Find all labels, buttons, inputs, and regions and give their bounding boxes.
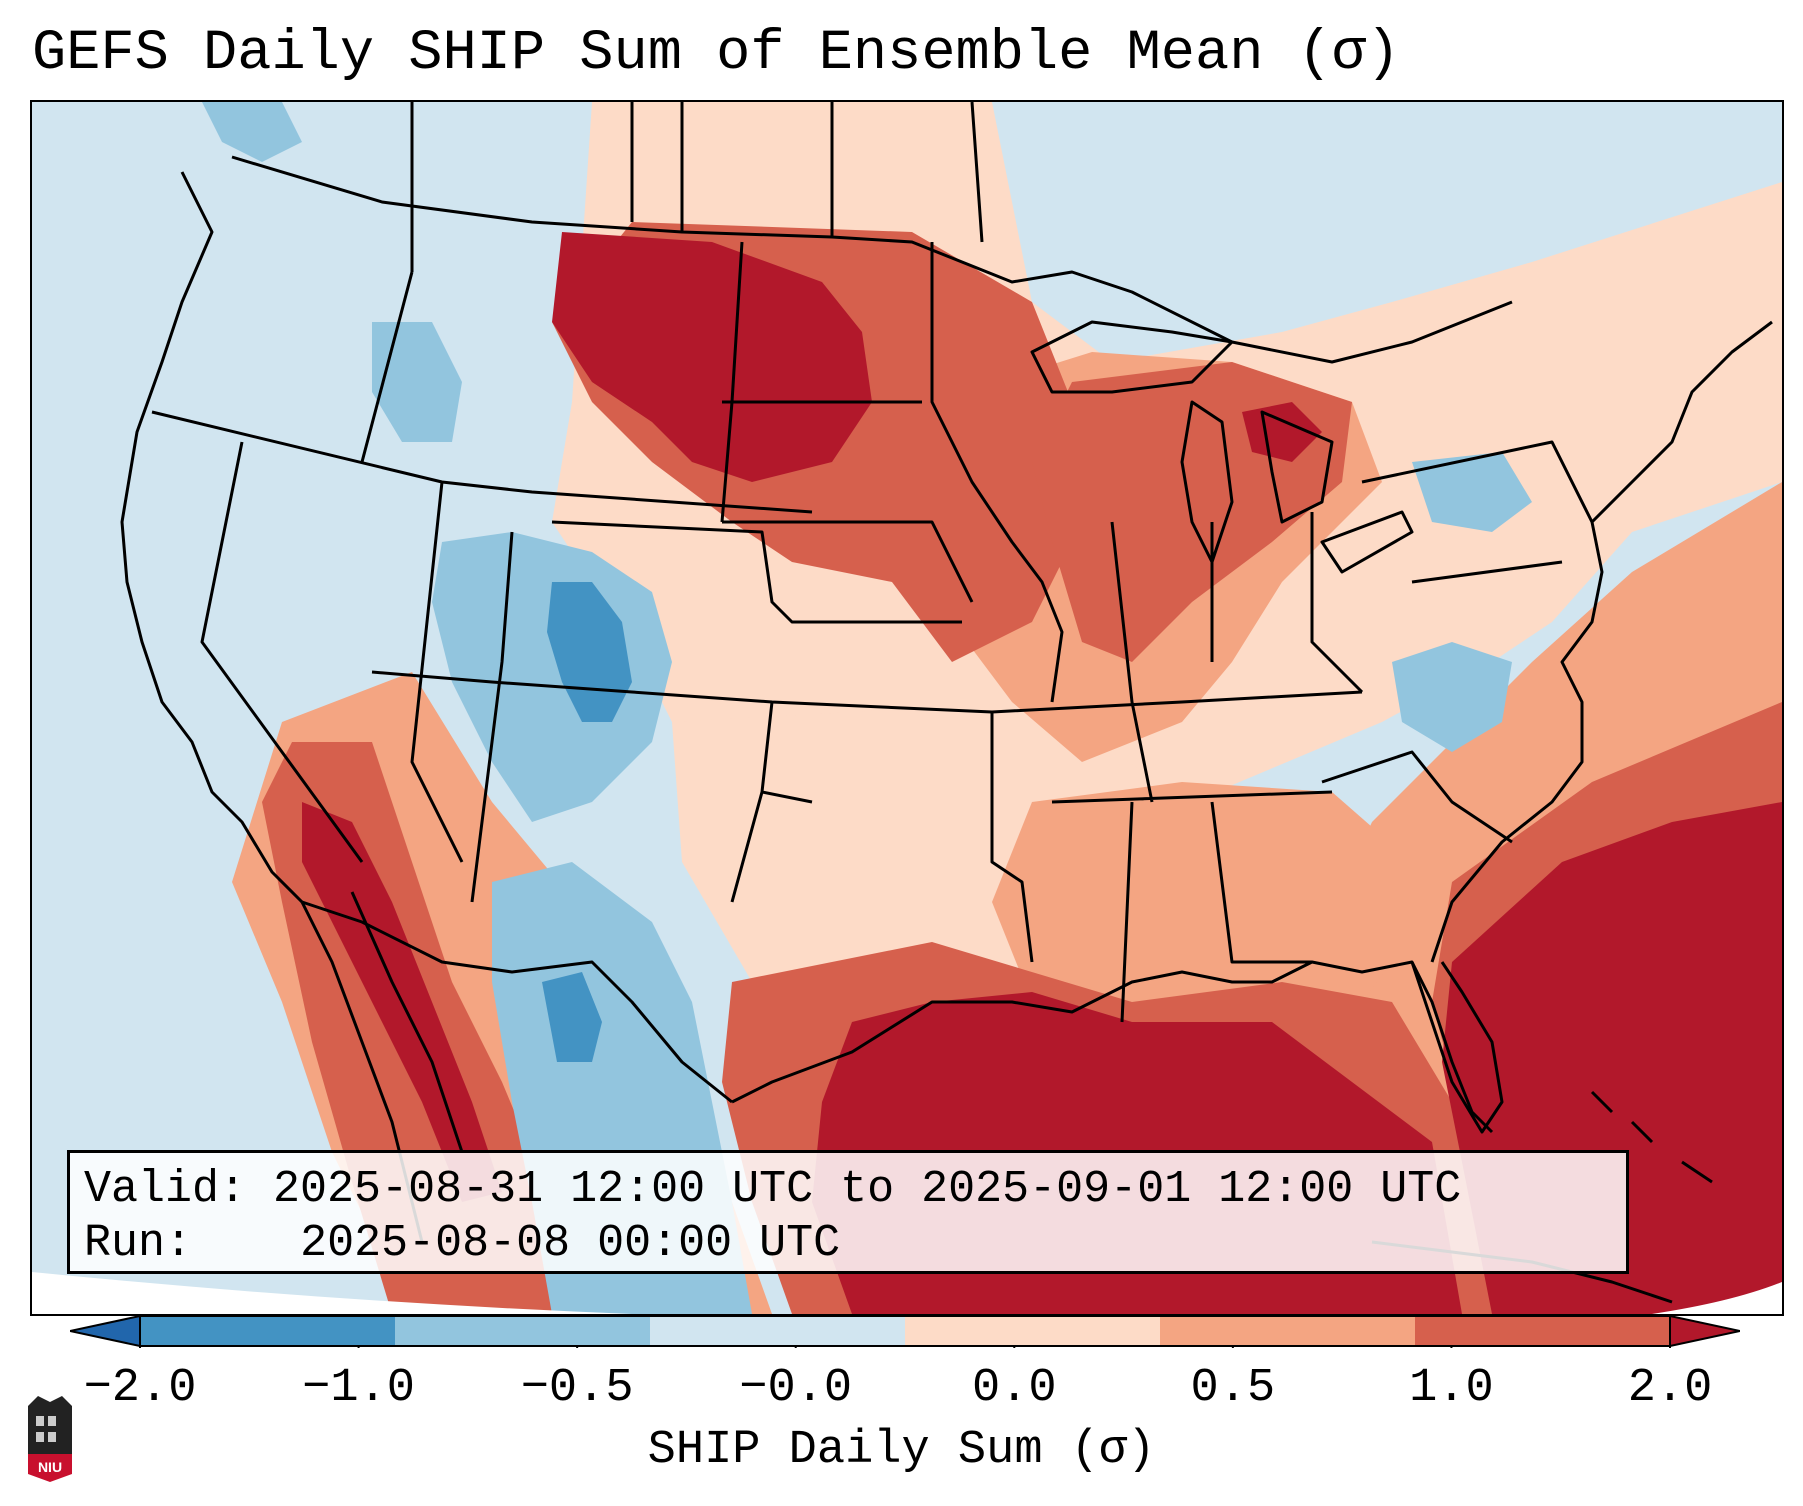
mexico-border xyxy=(301,900,733,1104)
map-projection-corner xyxy=(32,1272,632,1314)
us-west-coast xyxy=(120,171,304,904)
valid-value: 2025-08-31 12:00 UTC to 2025-09-01 12:00… xyxy=(273,1164,1462,1215)
colorbar-frame xyxy=(139,1315,1671,1347)
anomaly-region-idaho-negative xyxy=(372,322,462,442)
state-line-5 xyxy=(470,531,514,903)
colorbar-tick-label: −2.0 xyxy=(83,1362,197,1415)
colorbar-tick-label: −1.0 xyxy=(302,1362,415,1415)
colorbar-extend-low xyxy=(70,1314,141,1348)
state-line-10 xyxy=(722,520,974,603)
state-line-4 xyxy=(410,481,464,863)
colorbar-segment xyxy=(650,1316,906,1346)
colorbar-segment xyxy=(1160,1316,1416,1346)
lake-michigan xyxy=(1180,400,1234,564)
logo-text: NIU xyxy=(38,1459,62,1475)
niu-logo: NIU xyxy=(28,1396,72,1482)
state-line-16 xyxy=(1120,801,1312,1023)
colorbar-segment xyxy=(395,1316,651,1346)
state-line-2 xyxy=(200,441,364,863)
map-panel xyxy=(30,100,1784,1316)
anomaly-region-nyc-negative xyxy=(1412,452,1532,532)
state-line-13 xyxy=(930,242,1064,703)
map-title: GEFS Daily SHIP Sum of Ensemble Mean (σ) xyxy=(32,22,1401,86)
map-projection-corner-right xyxy=(1652,1282,1782,1314)
colorbar-segment xyxy=(140,1316,396,1346)
bahamas xyxy=(1590,1090,1713,1184)
state-line-3 xyxy=(360,271,414,463)
canada-province-lines xyxy=(410,102,684,272)
state-line-18 xyxy=(1321,750,1513,844)
validity-info-box: Valid: 2025-08-31 12:00 UTC to 2025-09-0… xyxy=(67,1150,1629,1274)
state-line-12 xyxy=(990,712,1034,963)
east-coast xyxy=(1430,320,1773,963)
logo-window-2 xyxy=(48,1416,56,1426)
logo-tower-top xyxy=(28,1396,72,1406)
colorbar-tick-label: 0.5 xyxy=(1190,1362,1276,1415)
state-line-9 xyxy=(720,241,922,523)
gulf-of-california xyxy=(350,891,464,1153)
run-label: Run: xyxy=(84,1218,193,1269)
logo-window-1 xyxy=(36,1416,44,1426)
colorbar-label: SHIP Daily Sum (σ) xyxy=(647,1424,1156,1477)
state-line-17 xyxy=(1361,440,1594,584)
colorbar-segment xyxy=(1415,1316,1671,1346)
state-line-11 xyxy=(730,701,813,903)
colorbar-tick-label: 1.0 xyxy=(1409,1362,1494,1415)
anomaly-region-bc-negative xyxy=(202,102,302,162)
state-line-8 xyxy=(630,102,984,243)
logo-window-3 xyxy=(36,1432,44,1442)
anomaly-region-southeast-positive xyxy=(992,782,1412,1042)
colorbar-tick-label: 0.0 xyxy=(971,1362,1057,1415)
colorbar-tick-label: −0.5 xyxy=(520,1362,634,1415)
lake-superior xyxy=(1030,320,1234,394)
colorbar-extend-high xyxy=(1669,1314,1740,1348)
anomaly-region-appalachian-negative xyxy=(1392,642,1512,752)
valid-label: Valid: xyxy=(84,1164,247,1215)
colorbar-segment xyxy=(905,1316,1161,1346)
state-line-14 xyxy=(1051,521,1333,804)
anomaly-region-mexico-negative-core xyxy=(542,972,602,1062)
logo-window-4 xyxy=(48,1432,56,1442)
state-line-1 xyxy=(151,410,813,514)
gulf-coast xyxy=(731,960,1494,1134)
state-line-15 xyxy=(1210,512,1364,694)
lake-erie xyxy=(1320,510,1414,574)
map-canvas xyxy=(32,102,1782,1314)
logo-shield xyxy=(28,1454,72,1482)
us-canada-border xyxy=(231,155,1513,364)
state-line-7 xyxy=(551,520,962,624)
lake-huron xyxy=(1260,410,1334,524)
borders xyxy=(120,102,1773,1304)
colorbar-tick-label: 2.0 xyxy=(1627,1362,1713,1415)
florida xyxy=(1410,961,1504,1134)
run-value: 2025-08-08 00:00 UTC xyxy=(300,1218,841,1269)
colorbar xyxy=(70,1314,1740,1348)
anomaly-region-northern-plains-strong xyxy=(552,232,872,482)
logo-tower xyxy=(28,1406,72,1454)
colorbar-tick-label: −0.0 xyxy=(739,1362,853,1415)
